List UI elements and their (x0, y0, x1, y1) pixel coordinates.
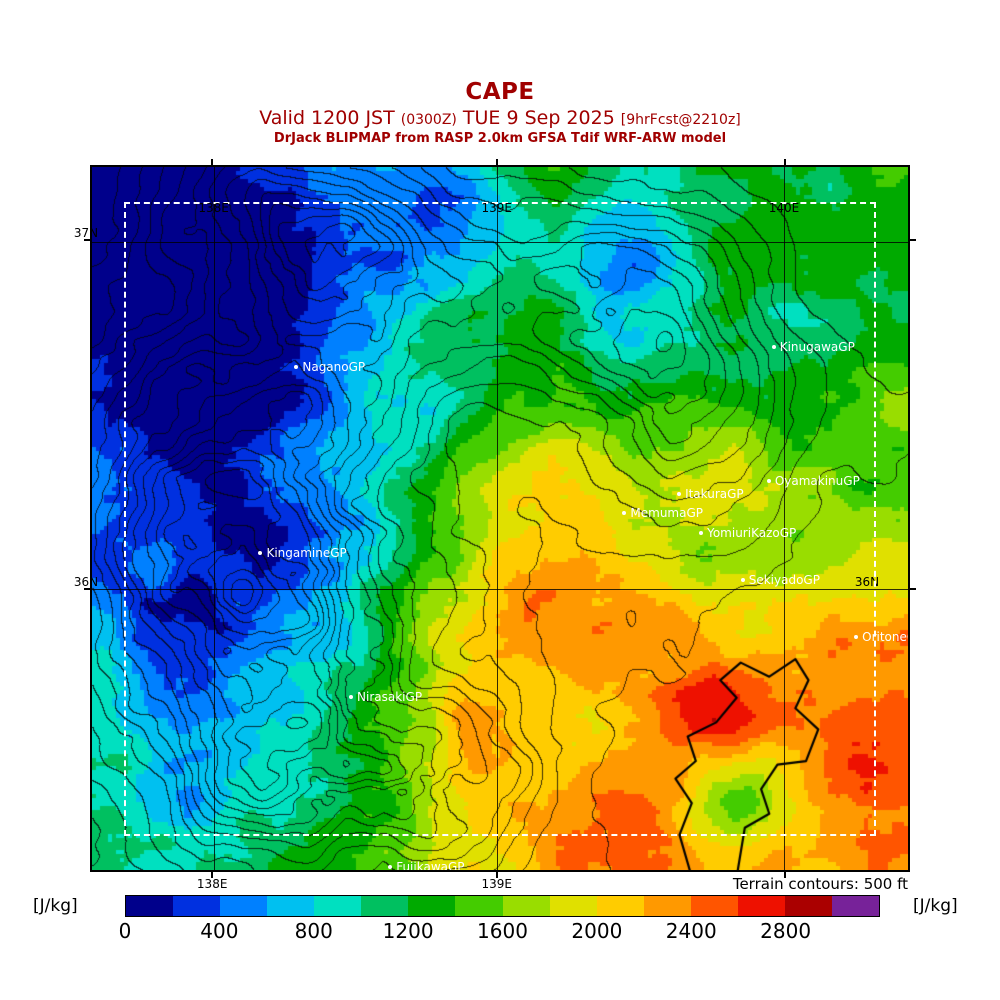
site-name: ItakuraGP (685, 486, 744, 501)
colorbar-tick-label: 1200 (382, 919, 434, 943)
lon-label-bottom: 139E (481, 877, 512, 891)
gridline-longitude (496, 167, 498, 870)
map-area: 138E 139E 140E NaganoGP KinugawaGP OyamakinuG… (90, 165, 910, 872)
valid-date: TUE 9 Sep 2025 (462, 106, 615, 129)
colorbar-segment (549, 896, 597, 916)
frame-tick-bottom (495, 872, 498, 878)
site-label: YomiuriKazoGP (699, 526, 796, 540)
colorbar-tick-label: 0 (118, 919, 132, 943)
site-name: NirasakiGP (357, 690, 423, 705)
site-name: OritoneGP (862, 629, 908, 644)
lon-label-bottom: 138E (196, 877, 228, 891)
colorbar-tick-label: 2000 (571, 919, 623, 943)
site-label: SekiyadoGP (740, 572, 820, 587)
colorbar-segment (314, 896, 362, 916)
gridline-longitude (783, 167, 785, 870)
frame-tick-bottom (784, 872, 787, 878)
colorbar-segment (831, 896, 879, 916)
site-marker-dot (258, 550, 263, 555)
valid-time-main: Valid 1200 JST (259, 106, 395, 129)
site-name: KinugawaGP (779, 339, 855, 354)
terrain-contour-canvas (92, 167, 908, 870)
frame-tick-right (910, 588, 916, 591)
lat-label-right: 36N (854, 575, 880, 590)
lat-label-left: 36N (73, 575, 99, 590)
site-marker-dot (349, 695, 354, 700)
model-line: DrJack BLIPMAP from RASP 2.0km GFSA Tdif… (273, 131, 727, 147)
site-marker-dot (740, 577, 745, 582)
site-label: OritoneGP (854, 629, 908, 644)
gridline-longitude (213, 167, 215, 870)
site-label: KinugawaGP (771, 339, 855, 354)
colorbar-tick-label: 800 (294, 919, 333, 943)
colorbar-segment (126, 896, 174, 916)
header: CAPE Valid 1200 JST (0300Z) TUE 9 Sep 2025… (0, 79, 1000, 147)
colorbar-tick-label: 1600 (477, 919, 528, 943)
colorbar (125, 895, 880, 917)
site-name: MemumaGP (630, 505, 703, 520)
site-marker-dot (388, 865, 393, 870)
frame-tick-right (910, 238, 916, 241)
site-marker-dot (699, 531, 704, 536)
colorbar-segment (737, 896, 785, 916)
colorbar-segment (220, 896, 268, 916)
lon-label-top: 139E (481, 201, 512, 216)
colorbar-segment (361, 896, 409, 916)
lat-label-left: 37N (73, 225, 99, 240)
valid-time-utc: (0300Z) (400, 111, 457, 128)
colorbar-segment (173, 896, 221, 916)
site-marker-dot (771, 344, 776, 349)
site-marker-dot (677, 491, 682, 496)
frame-tick-left (84, 238, 90, 241)
frame-tick-top (495, 159, 498, 165)
site-name: SekiyadoGP (748, 572, 820, 587)
valid-time-line: Valid 1200 JST (0300Z) TUE 9 Sep 2025 [9hrF… (0, 106, 1000, 129)
site-label: FujikawaGP (388, 860, 465, 872)
site-label: NaganoGP (294, 360, 365, 374)
lon-label-top: 138E (198, 201, 229, 216)
site-label: MemumaGP (622, 506, 703, 520)
colorbar-segment (502, 896, 550, 916)
frame-tick-left (84, 588, 90, 591)
site-marker-dot (622, 510, 627, 515)
site-name: NaganoGP (302, 359, 366, 374)
colorbar-tick-label: 400 (200, 919, 239, 943)
site-label: ItakuraGP (677, 487, 744, 501)
colorbar-segment (455, 896, 503, 916)
lon-label-top: 140E (768, 201, 800, 216)
colorbar-segment (784, 896, 832, 916)
colorbar-unit-right: [J/kg] (913, 896, 958, 916)
frame-tick-top (784, 159, 787, 165)
site-name: FujikawaGP (396, 860, 465, 872)
colorbar-segment (267, 896, 315, 916)
site-marker-dot (294, 364, 299, 369)
colorbar-ticks: 0 400 800 1200 1600 2000 2400 2800 (119, 919, 880, 943)
frame-tick-top (211, 159, 214, 165)
site-marker-dot (854, 634, 859, 639)
colorbar-unit-left: [J/kg] (33, 896, 78, 916)
colorbar-tick-label: 2400 (665, 919, 717, 943)
frame-tick-bottom (211, 872, 214, 878)
forecast-init: [9hrFcst@2210z] (620, 111, 741, 128)
colorbar-segment (596, 896, 644, 916)
gridline-latitude (92, 588, 908, 590)
colorbar-segment (408, 896, 456, 916)
colorbar-tick-label: 2800 (760, 919, 812, 943)
site-name: YomiuriKazoGP (707, 526, 797, 541)
site-label: NirasakiGP (349, 690, 422, 704)
gridline-latitude (92, 241, 908, 243)
terrain-contour-note: Terrain contours: 500 ft (732, 875, 908, 893)
site-marker-dot (766, 479, 771, 484)
page-title: CAPE (465, 79, 535, 105)
site-label: KingamineGP (258, 545, 347, 560)
colorbar-segment (690, 896, 738, 916)
site-label: OyamakinuGP (766, 474, 860, 489)
colorbar-segment (643, 896, 691, 916)
site-name: KingamineGP (266, 545, 347, 560)
site-name: OyamakinuGP (774, 474, 860, 489)
